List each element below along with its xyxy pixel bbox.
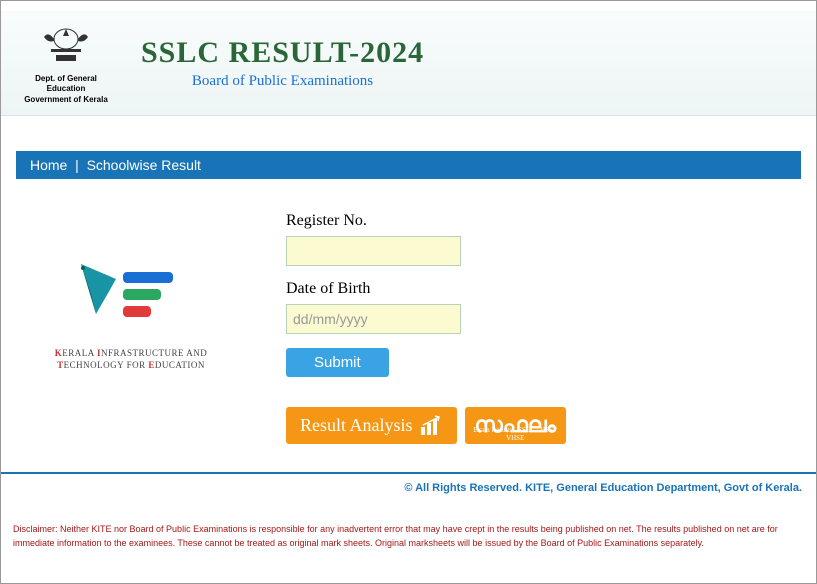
govt-emblem: Dept. of General Education Government of… [16,21,116,105]
nav-schoolwise[interactable]: Schoolwise Result [87,157,201,173]
footer-copyright: © All Rights Reserved. KITE, General Edu… [1,472,816,502]
regno-input[interactable] [286,236,461,266]
page-title: SSLC RESULT-2024 [141,36,424,70]
header: Dept. of General Education Government of… [1,11,816,116]
nav-bar: Home | Schoolwise Result [16,151,801,179]
dob-label: Date of Birth [286,280,801,298]
regno-label: Register No. [286,212,801,230]
result-analysis-label: Result Analysis [300,415,413,436]
nav-home[interactable]: Home [30,157,67,173]
page-subtitle: Board of Public Examinations [141,73,424,90]
result-analysis-link[interactable]: Result Analysis [286,407,457,444]
chart-arrow-icon [421,415,443,435]
saphalam-link[interactable]: സഫലം Exam Results - SSLC / HSE / VHSE [465,407,566,444]
kite-text: KERALA INFRASTRUCTURE AND TECHNOLOGY FOR… [51,347,211,372]
emblem-text-1: Dept. of General Education [16,74,116,93]
kite-logo: KERALA INFRASTRUCTURE AND TECHNOLOGY FOR… [51,254,211,372]
dob-input[interactable] [286,304,461,334]
emblem-text-2: Government of Kerala [16,95,116,105]
submit-button[interactable]: Submit [286,348,389,377]
saphalam-sub-label: Exam Results - SSLC / HSE / VHSE [465,426,566,442]
disclaimer-text: Disclaimer: Neither KITE nor Board of Pu… [1,502,816,561]
